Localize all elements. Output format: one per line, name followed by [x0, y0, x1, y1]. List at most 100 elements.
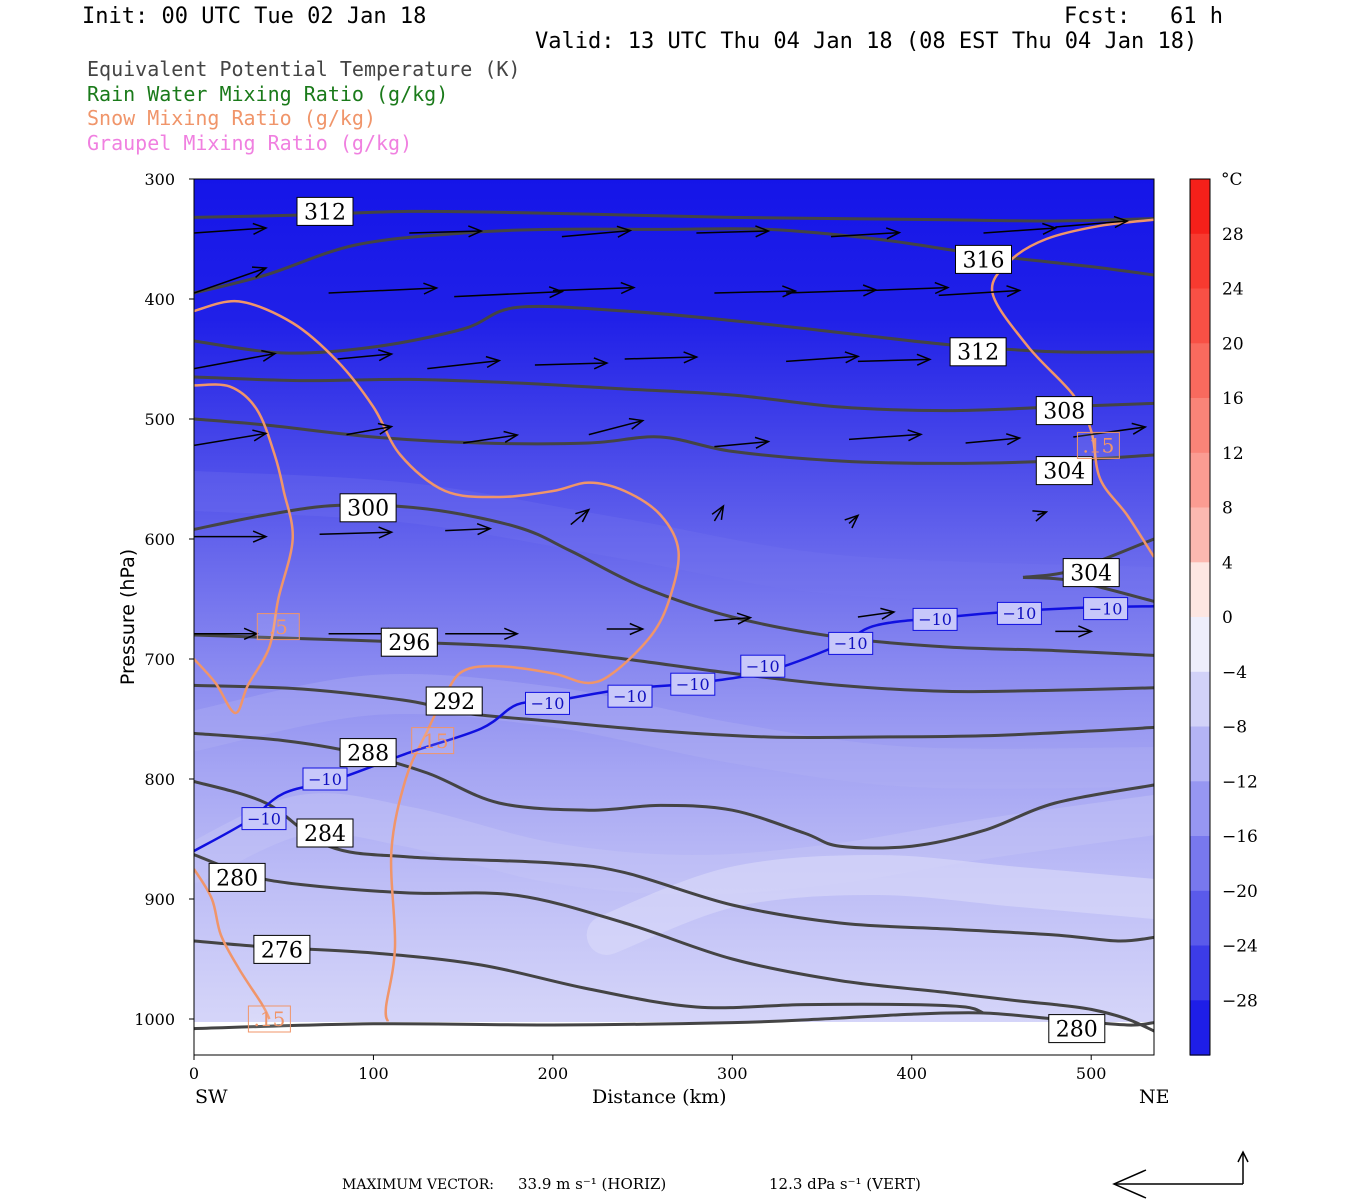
wind-vector-shaft — [346, 425, 392, 436]
colorbar-swatch — [1190, 398, 1210, 454]
theta-e-label-288-box — [339, 738, 397, 768]
wind-vector-head — [252, 530, 268, 543]
colorbar-tick-label: 20 — [1222, 334, 1244, 354]
wind-vector-shaft — [194, 267, 267, 294]
snow-contour — [194, 383, 294, 715]
wind-vector-shaft — [857, 611, 895, 618]
wind-vector-shaft — [866, 286, 948, 292]
colorbar-tick-label: 16 — [1222, 389, 1244, 409]
colorbar-swatch — [1190, 836, 1210, 892]
wind-vector-shaft — [463, 434, 518, 444]
isotherm-label-text: −10 — [247, 809, 281, 828]
isotherm-label-text: −10 — [918, 610, 952, 629]
theta-e-label-300: 300 — [339, 493, 397, 523]
theta-e-contour-312 — [194, 209, 1154, 223]
theta-e-contour-292 — [194, 683, 1154, 739]
isotherm-label: −10 — [670, 672, 716, 696]
x-tick-label: 0 — [189, 1064, 199, 1083]
temperature-band — [586, 854, 1154, 955]
theta-e-label-288-text: 288 — [347, 742, 389, 767]
theta-e-label-296-text: 296 — [388, 631, 430, 656]
theta-e-label-300-text: 300 — [347, 497, 389, 522]
wind-vector-shaft — [454, 290, 563, 298]
theta-e-contour-296 — [194, 633, 1154, 694]
wind-vector-shaft — [409, 230, 482, 234]
x-axis-right-label: NE — [1139, 1086, 1170, 1108]
isotherm-label: −10 — [525, 691, 570, 715]
theta-e-label-280-box — [1048, 1014, 1106, 1044]
wind-vector-head — [476, 522, 493, 536]
snow-label: .15 — [1076, 431, 1120, 459]
wind-vector-head — [629, 622, 645, 636]
wind-vector-head — [620, 281, 636, 295]
wind-vector — [445, 627, 520, 640]
theta-e-label-304-text: 304 — [1070, 562, 1112, 587]
colorbar-tick-label: −20 — [1222, 882, 1258, 902]
wind-vector — [319, 526, 394, 539]
wind-vector — [588, 417, 645, 436]
theta-e-label-312: 312 — [949, 337, 1007, 367]
isotherm-label-box — [241, 807, 287, 831]
isotherm-label: −10 — [740, 654, 786, 678]
wind-vector — [561, 225, 633, 238]
wind-vector — [857, 607, 896, 620]
wind-vector-shaft — [857, 358, 930, 363]
snow-label: .15 — [411, 727, 455, 755]
x-axis-left-label: SW — [195, 1086, 228, 1108]
snow-label-box — [411, 727, 455, 755]
colorbar-tick-label: 12 — [1222, 444, 1244, 464]
wind-vector-head — [485, 355, 502, 369]
wind-vector-head — [252, 429, 268, 442]
wind-vector-shaft — [552, 286, 634, 292]
wind-vector — [1055, 215, 1130, 229]
wind-vector-head — [252, 222, 268, 235]
wind-vector-head — [593, 357, 609, 370]
wind-vector — [552, 281, 636, 295]
wind-vector — [194, 429, 268, 447]
snow-contour — [194, 868, 271, 1020]
wind-vector — [714, 436, 771, 449]
y-tick-label: 1000 — [134, 1010, 175, 1029]
wind-vector — [194, 266, 268, 294]
wind-vector-head — [754, 436, 771, 449]
isotherm-label-text: −10 — [1089, 599, 1123, 618]
wind-vector-shaft — [938, 289, 1020, 297]
y-tick-label: 300 — [144, 170, 175, 189]
snow-label: .15 — [247, 1005, 291, 1033]
isotherm-label-box — [302, 767, 348, 791]
wind-vector — [346, 422, 394, 436]
theta-e-label-308: 308 — [1035, 396, 1093, 426]
theta-e-label-284-box — [296, 818, 354, 848]
max-vector-prefix: MAXIMUM VECTOR: — [342, 1177, 494, 1193]
wind-vector-head — [1005, 433, 1022, 446]
wind-vector-head — [616, 225, 633, 238]
wind-vector-head — [782, 285, 798, 298]
x-tick-label: 100 — [358, 1064, 389, 1083]
theta-e-label-312-text: 312 — [304, 200, 346, 225]
wind-vector-head — [378, 526, 394, 539]
colorbar-swatch — [1190, 452, 1210, 509]
theta-e-label-316-box — [955, 244, 1012, 274]
snow-label-text: .15 — [1082, 434, 1114, 458]
wind-vector-head — [1131, 422, 1148, 435]
wind-vector-head — [377, 422, 394, 435]
wind-vector-head — [423, 282, 439, 295]
theta-e-label-304: 304 — [1035, 456, 1093, 486]
wind-vector-head — [736, 612, 753, 625]
wind-vector-shaft — [714, 290, 796, 294]
theta-e-label-312-text: 312 — [957, 341, 999, 366]
wind-vector — [463, 430, 520, 444]
theta-e-label-280: 280 — [1048, 1014, 1106, 1044]
colorbar-swatch — [1190, 1000, 1210, 1056]
theta-e-contour-300 — [194, 503, 1154, 657]
wind-vector — [857, 353, 932, 366]
theta-e-label-284: 284 — [296, 818, 354, 848]
wind-vector-head — [755, 225, 771, 238]
wind-vector-shaft — [194, 352, 276, 370]
wind-vector-shaft — [713, 505, 725, 522]
colorbar-tick-label: −16 — [1222, 827, 1258, 847]
wind-vector — [427, 355, 502, 370]
colorbar-tick-label: 28 — [1222, 225, 1244, 245]
x-tick-label: 400 — [896, 1064, 927, 1083]
